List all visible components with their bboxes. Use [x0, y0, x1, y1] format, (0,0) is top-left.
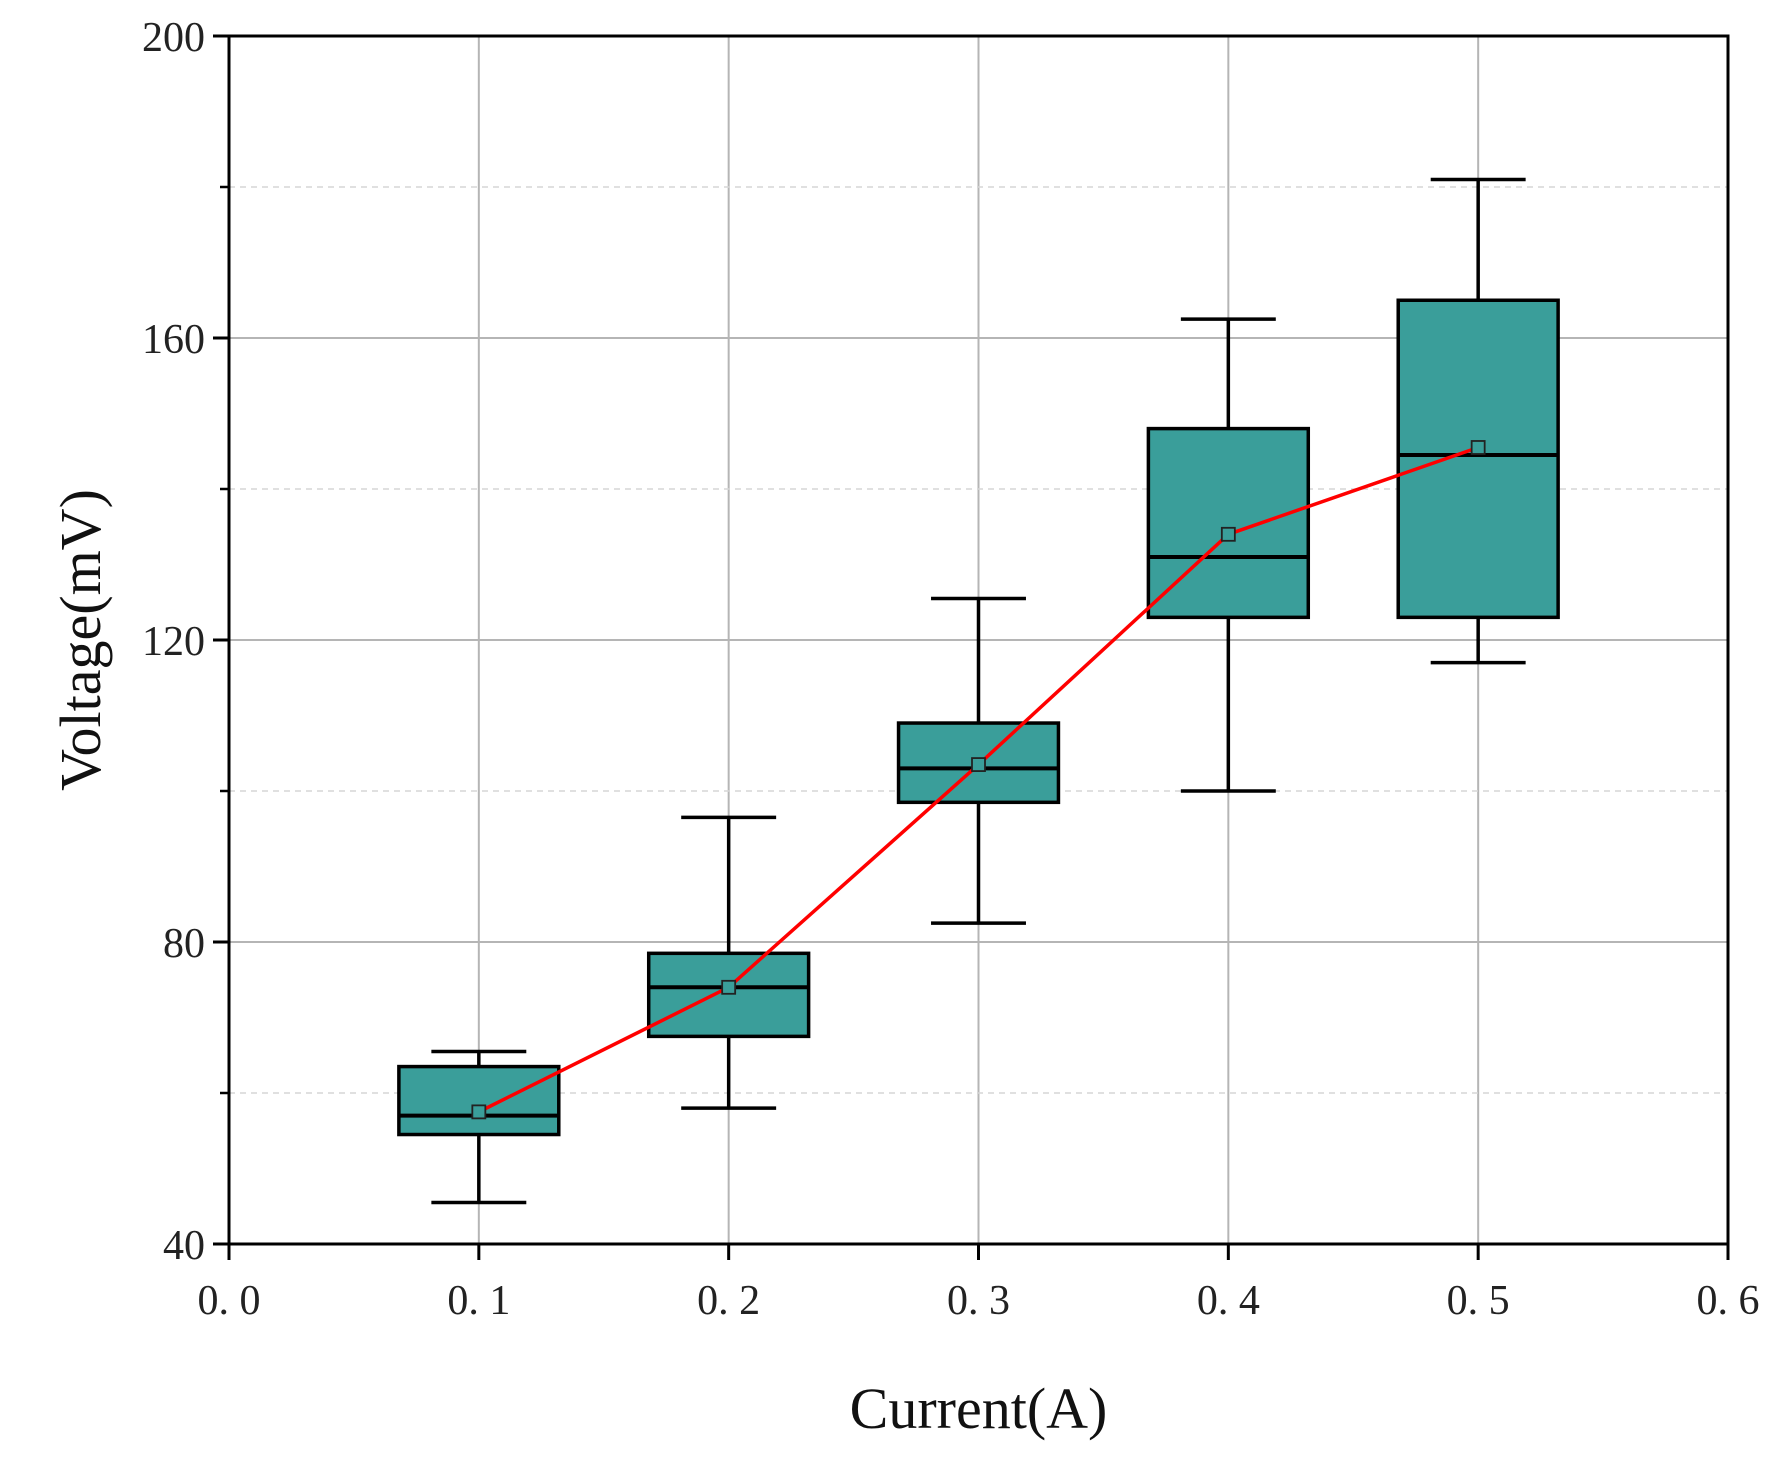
mean-line-layer [471, 440, 1486, 1120]
x-axis-title: Current(A) [850, 1376, 1108, 1441]
mean-marker [1220, 526, 1236, 542]
box-0.5 [1396, 177, 1560, 665]
x-tick-label: 0. 0 [198, 1278, 261, 1324]
box-0.4 [1146, 317, 1311, 793]
box-body [646, 951, 811, 1039]
mean-marker [721, 979, 737, 995]
box-body [1146, 426, 1311, 620]
x-tick-label: 0. 2 [697, 1278, 760, 1324]
y-axis-ticks: 40 80 120 160 200 [142, 15, 229, 1269]
mean-marker [971, 757, 986, 772]
y-tick-label: 40 [163, 1223, 205, 1269]
y-tick-label: 80 [163, 921, 205, 967]
y-tick-label: 160 [142, 317, 205, 363]
box-body [1396, 298, 1560, 620]
mean-marker [1470, 440, 1486, 455]
x-tick-label: 0. 5 [1447, 1278, 1510, 1324]
y-tick-label: 200 [142, 15, 205, 61]
x-tick-label: 0. 6 [1697, 1278, 1760, 1324]
y-tick-label: 120 [142, 619, 205, 665]
y-axis-title: Voltage(mV) [48, 489, 113, 791]
x-tick-label: 0. 1 [447, 1278, 510, 1324]
box-body [397, 1064, 561, 1137]
box-0.2 [646, 815, 811, 1110]
x-tick-label: 0. 4 [1197, 1278, 1260, 1324]
box-0.1 [397, 1049, 561, 1205]
x-axis-ticks: 0. 0 0. 1 0. 2 0. 3 0. 4 0. 5 0. 6 [198, 1244, 1760, 1324]
x-tick-label: 0. 3 [947, 1278, 1010, 1324]
mean-marker [471, 1104, 487, 1120]
